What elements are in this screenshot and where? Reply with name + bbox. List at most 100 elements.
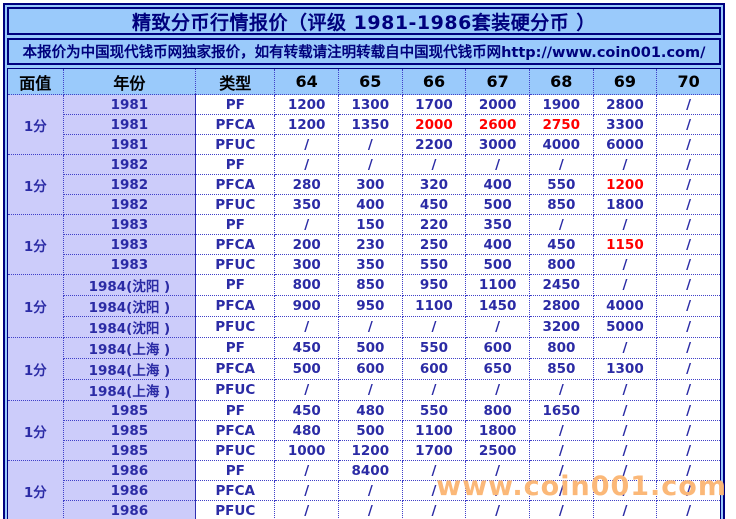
price-cell-grade-68: 450 (528, 234, 594, 255)
price-cell-grade-69: 1300 (592, 358, 658, 380)
price-cell-grade-70: / (656, 500, 721, 519)
price-cell-grade-66: / (401, 154, 467, 175)
price-cell-grade-64: 480 (274, 420, 339, 441)
notice-bar: 本报价为中国现代钱币网独家报价，如有转载请注明转载自中国现代钱币网http://… (7, 38, 721, 65)
price-cell-grade-70: / (656, 295, 721, 317)
price-cell-grade-67: 1100 (465, 274, 530, 296)
table-row: 1分 1982 PF / / / / / / / (7, 154, 721, 215)
price-cell-grade-65: 600 (337, 358, 403, 380)
column-header-69: 69 (592, 68, 658, 95)
price-cell-grade-68: / (528, 154, 594, 175)
price-cell-grade-66: 450 (401, 194, 467, 215)
denomination-cell: 1分 (7, 400, 64, 461)
price-cell-grade-66: / (401, 379, 467, 401)
table-header: 面值 年份 类型 64 65 66 67 68 69 70 (7, 68, 721, 95)
price-cell-grade-70: / (656, 114, 721, 135)
type-cell: PF (195, 400, 276, 421)
price-cell-grade-64: 200 (274, 234, 339, 255)
price-cell-grade-68: 2800 (528, 295, 594, 317)
table-row: 1986 PFCA / / / / / / / (8, 480, 721, 501)
price-table: 面值 年份 类型 64 65 66 67 68 69 70 1分 1981 PF 1200 1300 170… (7, 68, 721, 519)
price-cell-grade-67: / (465, 480, 530, 501)
type-cell: PF (195, 274, 276, 296)
price-cell-grade-67: 2600 (465, 114, 530, 135)
price-cell-grade-67: / (465, 460, 530, 481)
price-cell-grade-69: 1150 (592, 234, 658, 255)
price-cell-grade-65: 500 (337, 420, 403, 441)
price-cell-grade-70: / (656, 254, 721, 275)
price-cell-grade-69: / (592, 460, 658, 481)
page-title: 精致分币行情报价（评级 1981-1986套装硬分币 ） (132, 11, 596, 34)
table-row: 1984(沈阳 ) PFUC / / //3200 5000/ (8, 316, 721, 338)
price-cell-grade-66: 2000 (401, 114, 467, 135)
price-cell-grade-70: / (656, 316, 721, 338)
price-cell-grade-69: 1200 (592, 174, 658, 195)
price-cell-grade-69: / (592, 337, 658, 359)
price-cell-grade-65: / (337, 379, 403, 401)
price-cell-grade-65: / (337, 134, 403, 155)
type-cell: PF (195, 94, 276, 115)
price-cell-grade-66: 950 (401, 274, 467, 296)
year-cell: 1985 (62, 420, 197, 441)
table-row: 1981 PFUC //2200 3000 4000 6000/ (8, 134, 721, 155)
price-cell-grade-69: / (592, 420, 658, 441)
year-cell: 1982 (62, 154, 197, 175)
price-cell-grade-66: 550 (401, 400, 467, 421)
price-cell-grade-64: / (274, 460, 339, 481)
price-cell-grade-65: 230 (337, 234, 403, 255)
price-cell-grade-64: 300 (274, 254, 339, 275)
price-cell-grade-69: / (592, 480, 658, 501)
price-cell-grade-70: / (656, 460, 721, 481)
type-cell: PFUC (195, 134, 276, 155)
column-header-70: 70 (656, 68, 721, 95)
price-cell-grade-67: 500 (465, 254, 530, 275)
column-header-66: 66 (401, 68, 467, 95)
year-cell: 1981 (62, 114, 197, 135)
price-cell-grade-65: 1200 (337, 440, 403, 461)
type-cell: PFUC (195, 316, 276, 338)
price-cell-grade-69: 1800 (592, 194, 658, 215)
table-row: 1981 PFCA 1200 1350 2000 2600 2750 3300/ (8, 114, 721, 135)
price-cell-grade-66: 1100 (401, 420, 467, 441)
price-cell-grade-64: 450 (274, 400, 339, 421)
table-row: 1982 PFUC 350 400 450 500 850 1800/ (8, 194, 721, 215)
column-header-面值: 面值 (7, 68, 64, 95)
price-cell-grade-69: / (592, 254, 658, 275)
price-cell-grade-66: 320 (401, 174, 467, 195)
year-cell: 1984(上海 ) (62, 358, 197, 380)
price-cell-grade-65: 150 (337, 214, 403, 235)
price-cell-grade-68: / (528, 500, 594, 519)
price-cell-grade-65: / (337, 316, 403, 338)
price-cell-grade-68: 800 (528, 254, 594, 275)
price-cell-grade-64: 1200 (274, 94, 339, 115)
year-cell: 1981 (62, 134, 197, 155)
price-cell-grade-64: 350 (274, 194, 339, 215)
year-cell: 1986 (62, 480, 197, 501)
year-cell: 1986 (62, 460, 197, 481)
table-row: 1分 1984(沈阳 ) PF 800 850 950 1100 2450// (7, 274, 721, 338)
price-cell-grade-67: 350 (465, 214, 530, 235)
price-cell-grade-67: 400 (465, 234, 530, 255)
price-cell-grade-67: / (465, 379, 530, 401)
price-cell-grade-68: 550 (528, 174, 594, 195)
price-cell-grade-64: / (274, 154, 339, 175)
price-cell-grade-68: 1650 (528, 400, 594, 421)
price-cell-grade-70: / (656, 379, 721, 401)
column-header-67: 67 (465, 68, 530, 95)
year-cell: 1983 (62, 234, 197, 255)
table-row: 1985 PFUC 1000 1200 1700 2500// / (8, 440, 721, 461)
price-cell-grade-67: 2500 (465, 440, 530, 461)
price-cell-grade-64: / (274, 134, 339, 155)
price-cell-grade-70: / (656, 358, 721, 380)
denomination-cell: 1分 (7, 154, 64, 215)
denomination-cell: 1分 (7, 337, 64, 401)
price-cell-grade-69: / (592, 214, 658, 235)
price-cell-grade-67: 600 (465, 337, 530, 359)
year-cell: 1984(沈阳 ) (62, 274, 197, 296)
year-cell: 1985 (62, 440, 197, 461)
price-cell-grade-69: / (592, 379, 658, 401)
price-cell-grade-64: / (274, 214, 339, 235)
price-cell-grade-68: 1900 (528, 94, 594, 115)
price-cell-grade-66: 2200 (401, 134, 467, 155)
table-row: 1984(上海 ) PFCA 500 600 600 650 850 1300/ (8, 358, 721, 380)
